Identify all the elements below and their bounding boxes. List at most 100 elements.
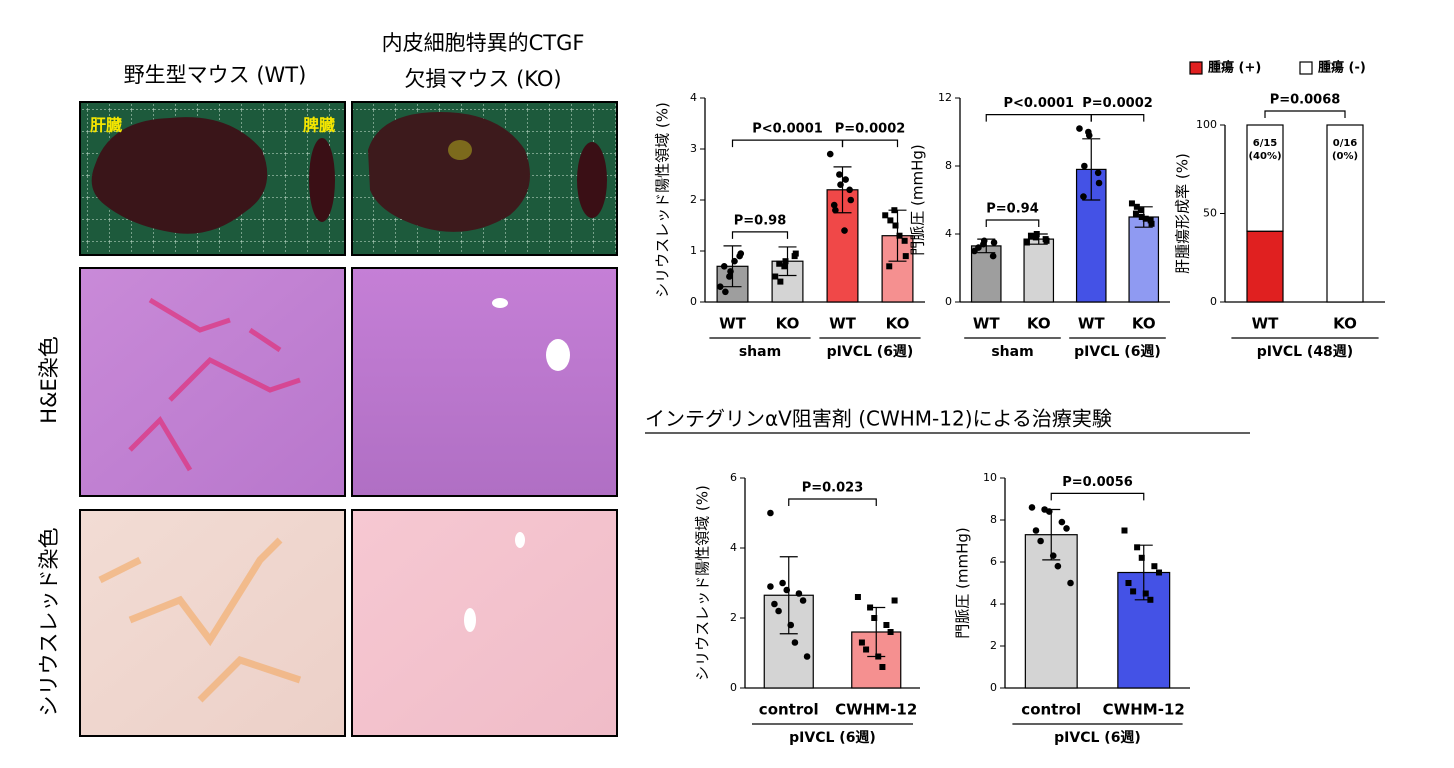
data-point — [882, 212, 889, 219]
data-point — [1076, 125, 1083, 132]
x-tick-label: KO — [1027, 315, 1051, 333]
data-point — [1081, 162, 1088, 170]
data-point — [1142, 215, 1149, 222]
data-point — [1130, 588, 1137, 595]
p-value: P=0.023 — [802, 481, 864, 496]
y-tick-label: 100 — [1196, 118, 1217, 131]
data-point — [1080, 193, 1087, 200]
significance-bracket — [1090, 114, 1145, 122]
y-tick-label: 0 — [1210, 295, 1217, 308]
p-value: P=0.94 — [986, 202, 1039, 217]
data-point — [1043, 237, 1050, 244]
data-point — [1023, 239, 1030, 246]
data-point — [1137, 207, 1144, 214]
error-bar — [723, 245, 742, 288]
legend-swatch — [1299, 61, 1313, 75]
bar-segment — [1326, 124, 1364, 303]
data-point — [901, 237, 908, 244]
y-axis-label: シリウスレッド陽性領域 (%) — [654, 102, 672, 298]
data-point — [842, 176, 849, 183]
y-tick-label: 10 — [983, 471, 997, 484]
data-point — [1125, 580, 1132, 586]
sirius-image — [79, 509, 346, 737]
fibrosis-streaks — [128, 297, 301, 472]
data-point — [1138, 214, 1145, 220]
spleen-shape — [577, 142, 607, 218]
data-point — [1028, 504, 1036, 511]
image-panel: 野生型マウス (WT) 内皮細胞特異的CTGF 欠損マウス (KO) H&E染色… — [37, 31, 618, 737]
x-tick-label: CWHM-12 — [1103, 701, 1185, 719]
vessel — [546, 339, 570, 371]
significance-bracket — [1264, 110, 1346, 118]
data-point — [896, 232, 903, 239]
column-header: 内皮細胞特異的CTGF — [382, 31, 585, 55]
p-value: P=0.0056 — [1062, 475, 1133, 490]
data-point — [1133, 203, 1140, 210]
data-point — [731, 257, 738, 265]
data-point — [1032, 527, 1040, 534]
p-value: P=0.0002 — [1082, 96, 1153, 111]
vessel — [515, 532, 525, 548]
spleen-shape — [309, 138, 335, 222]
x-tick-label: WT — [719, 315, 747, 333]
data-point — [826, 150, 834, 158]
x-tick-label: WT — [973, 315, 1001, 333]
group-label: pIVCL (6週) — [1074, 344, 1161, 360]
value-label-box: 0/16 (0%) — [1332, 138, 1358, 162]
data-point — [783, 586, 791, 594]
y-axis-label: 肝腫瘍形成率 (%) — [1174, 153, 1192, 274]
data-point — [720, 263, 728, 270]
liver-shape — [368, 112, 530, 232]
y-tick-label: 6 — [990, 555, 997, 568]
significance-bracket — [731, 139, 844, 148]
he-image — [351, 267, 618, 497]
y-tick-label: 12 — [938, 91, 952, 104]
bar-segment — [1246, 230, 1284, 303]
data-point — [1049, 552, 1057, 559]
data-point — [779, 579, 786, 587]
y-tick-label: 4 — [690, 91, 697, 104]
x-tick-label: WT — [829, 315, 857, 333]
y-tick-label: 0 — [730, 681, 737, 694]
data-point — [867, 604, 874, 611]
data-point — [902, 253, 909, 260]
x-tick-label: KO — [886, 315, 910, 333]
y-tick-label: 4 — [990, 597, 997, 610]
data-point — [1095, 179, 1103, 187]
organ-label: 脾臓 — [303, 116, 335, 135]
data-point — [767, 583, 774, 590]
data-point — [782, 258, 789, 265]
row-label: シリウスレッド染色 — [37, 528, 61, 717]
data-point — [1032, 234, 1039, 241]
significance-bracket — [985, 219, 1040, 227]
data-point — [980, 237, 988, 245]
group-label: pIVCL (6週) — [789, 730, 876, 746]
data-point — [892, 222, 899, 229]
y-tick-label: 8 — [990, 513, 997, 526]
value-label: 6/15 (40%) — [1248, 138, 1282, 162]
error-bar — [779, 556, 798, 635]
error-bar — [1082, 138, 1101, 201]
y-tick-label: 0 — [990, 681, 997, 694]
data-point — [792, 250, 799, 257]
group-label: sham — [991, 344, 1033, 360]
data-point — [858, 639, 865, 646]
data-point — [989, 252, 997, 260]
y-tick-label: 4 — [730, 541, 737, 554]
x-tick-label: control — [1021, 701, 1081, 719]
data-point — [726, 273, 733, 280]
data-point — [1085, 132, 1093, 139]
data-point — [1147, 217, 1154, 224]
y-tick-label: 0 — [945, 295, 952, 308]
group-label: sham — [739, 344, 781, 360]
y-tick-label: 0 — [690, 295, 697, 308]
data-point — [771, 600, 778, 608]
liver-shape — [91, 117, 268, 234]
data-point — [727, 268, 734, 275]
x-tick-label: CWHM-12 — [835, 701, 917, 719]
bar-segment — [1246, 124, 1284, 232]
data-point — [1045, 508, 1053, 515]
legend-swatch — [1189, 61, 1203, 75]
